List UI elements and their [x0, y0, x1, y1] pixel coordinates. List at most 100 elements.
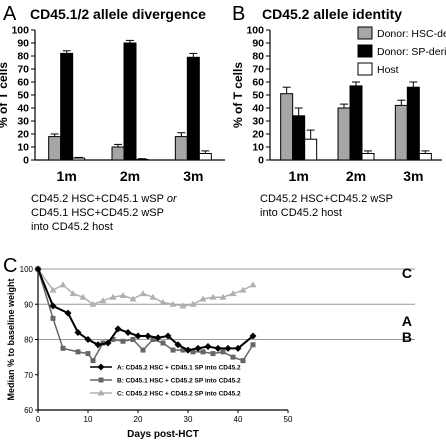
bar-sp: [60, 52, 74, 161]
data-point-line_a: [49, 302, 57, 310]
y-tick-label: 100: [246, 25, 264, 37]
y-tick-label: 40: [252, 103, 264, 115]
data-point-line_c: [109, 293, 117, 300]
x-tick-label: 2m: [120, 168, 140, 184]
legend-swatch-sp: [357, 44, 373, 58]
x-tick-label: 3m: [403, 168, 423, 184]
y-tick-label: 10: [17, 142, 29, 154]
x-tick-label: 50: [284, 415, 293, 424]
legend-marker-line_a: [97, 363, 105, 371]
y-tick-label: 70: [24, 371, 33, 380]
panel-b-caption-line-1: CD45.2 HSC+CD45.2 wSP: [260, 193, 393, 205]
y-tick-label: 0: [23, 155, 29, 167]
data-point-line_a: [154, 334, 162, 342]
data-point-line_a: [234, 344, 242, 352]
data-point-line_b: [250, 342, 256, 348]
data-point-line_a: [184, 346, 192, 354]
data-point-line_c: [89, 300, 97, 307]
data-point-line_a: [124, 328, 132, 336]
x-tick-label: 2m: [346, 168, 366, 184]
data-point-line_c: [69, 290, 77, 297]
data-point-line_b: [90, 358, 96, 364]
y-tick-label: 0: [258, 155, 264, 167]
data-point-line_a: [74, 328, 82, 336]
data-point-line_c: [139, 290, 147, 297]
data-point-line_a: [84, 336, 92, 343]
legend-label-host: Host: [377, 64, 399, 76]
data-point-line_b: [110, 337, 116, 342]
bar-hsc: [394, 104, 408, 161]
y-tick-label: 80: [252, 51, 264, 63]
data-point-line_c: [119, 291, 127, 298]
bar-hsc: [280, 93, 294, 161]
data-point-line_b: [60, 345, 66, 351]
panel-a-caption-line-2: CD45.1 HSC+CD45.2 wSP: [31, 207, 164, 219]
panel-b-title: CD45.2 allele identity: [262, 6, 402, 22]
y-tick-label: 50: [252, 90, 264, 102]
bar-hsc: [111, 146, 125, 161]
series-line-line_b: [37, 268, 254, 363]
data-point-line_c: [169, 300, 177, 307]
bar-sp: [186, 56, 200, 161]
data-point-line_c: [249, 281, 257, 288]
bar-sp: [406, 86, 420, 161]
legend-label-hsc: Donor: HSC-derived: [377, 28, 446, 40]
data-point-line_a: [214, 344, 222, 352]
y-tick-label: 90: [252, 38, 264, 50]
series-line-line_a: [37, 268, 254, 352]
panel-b-letter: B: [232, 3, 245, 25]
y-tick-label: 10: [252, 142, 264, 154]
bar-host: [304, 138, 318, 161]
data-point-line_c: [179, 302, 187, 309]
data-point-line_a: [224, 344, 232, 352]
y-tick-label: 100: [11, 25, 29, 37]
panel-a-letter: A: [3, 3, 17, 25]
data-point-line_b: [240, 358, 246, 364]
y-tick-label: 50: [17, 90, 29, 102]
legend-marker-line_b: [98, 377, 104, 383]
y-tick-label: 80: [24, 336, 33, 345]
legend-marker-line_c: [97, 389, 105, 396]
bar-hsc: [174, 136, 188, 161]
data-point-line_b: [85, 351, 91, 357]
y-tick-label: 30: [17, 116, 29, 128]
x-tick-label: 1m: [289, 168, 309, 184]
panel-a-caption-line-1: CD45.2 HSC+CD45.1 wSP or: [31, 193, 178, 205]
bar-hsc: [337, 107, 351, 161]
series-end-label-line_c: C: [402, 265, 412, 281]
data-point-line_b: [220, 349, 226, 355]
data-point-line_a: [204, 343, 212, 351]
y-tick-label: 100: [20, 265, 34, 274]
bar-host: [418, 153, 432, 161]
x-tick-label: 0: [36, 415, 41, 424]
data-point-line_a: [104, 339, 112, 347]
y-tick-label: 70: [252, 64, 264, 76]
data-point-line_c: [49, 286, 57, 293]
data-point-line_a: [34, 265, 42, 273]
y-tick-label: 60: [252, 77, 264, 89]
y-tick-label: 70: [17, 64, 29, 76]
bar-sp: [123, 42, 137, 161]
data-point-line_b: [170, 347, 176, 353]
y-axis-label: % of T cells: [231, 62, 245, 128]
legend-label-line_c: C: CD45.2 HSC + CD45.2 SP into CD45.2: [117, 391, 241, 398]
data-point-line_c: [199, 295, 207, 302]
data-point-line_c: [209, 293, 217, 300]
series-end-label-line_a: A: [402, 313, 412, 329]
data-point-line_a: [144, 332, 152, 340]
data-point-line_a: [94, 341, 102, 349]
data-point-line_c: [219, 293, 227, 300]
data-point-line_b: [230, 354, 236, 360]
data-point-line_b: [140, 347, 146, 353]
data-point-line_b: [160, 340, 166, 346]
data-point-line_c: [229, 290, 237, 297]
data-point-line_c: [239, 286, 247, 293]
bar-sp: [349, 85, 363, 161]
data-point-line_c: [189, 300, 197, 307]
y-tick-label: 60: [17, 77, 29, 89]
data-point-line_b: [75, 349, 81, 355]
data-point-line_a: [194, 344, 202, 352]
x-tick-label: 3m: [183, 168, 203, 184]
